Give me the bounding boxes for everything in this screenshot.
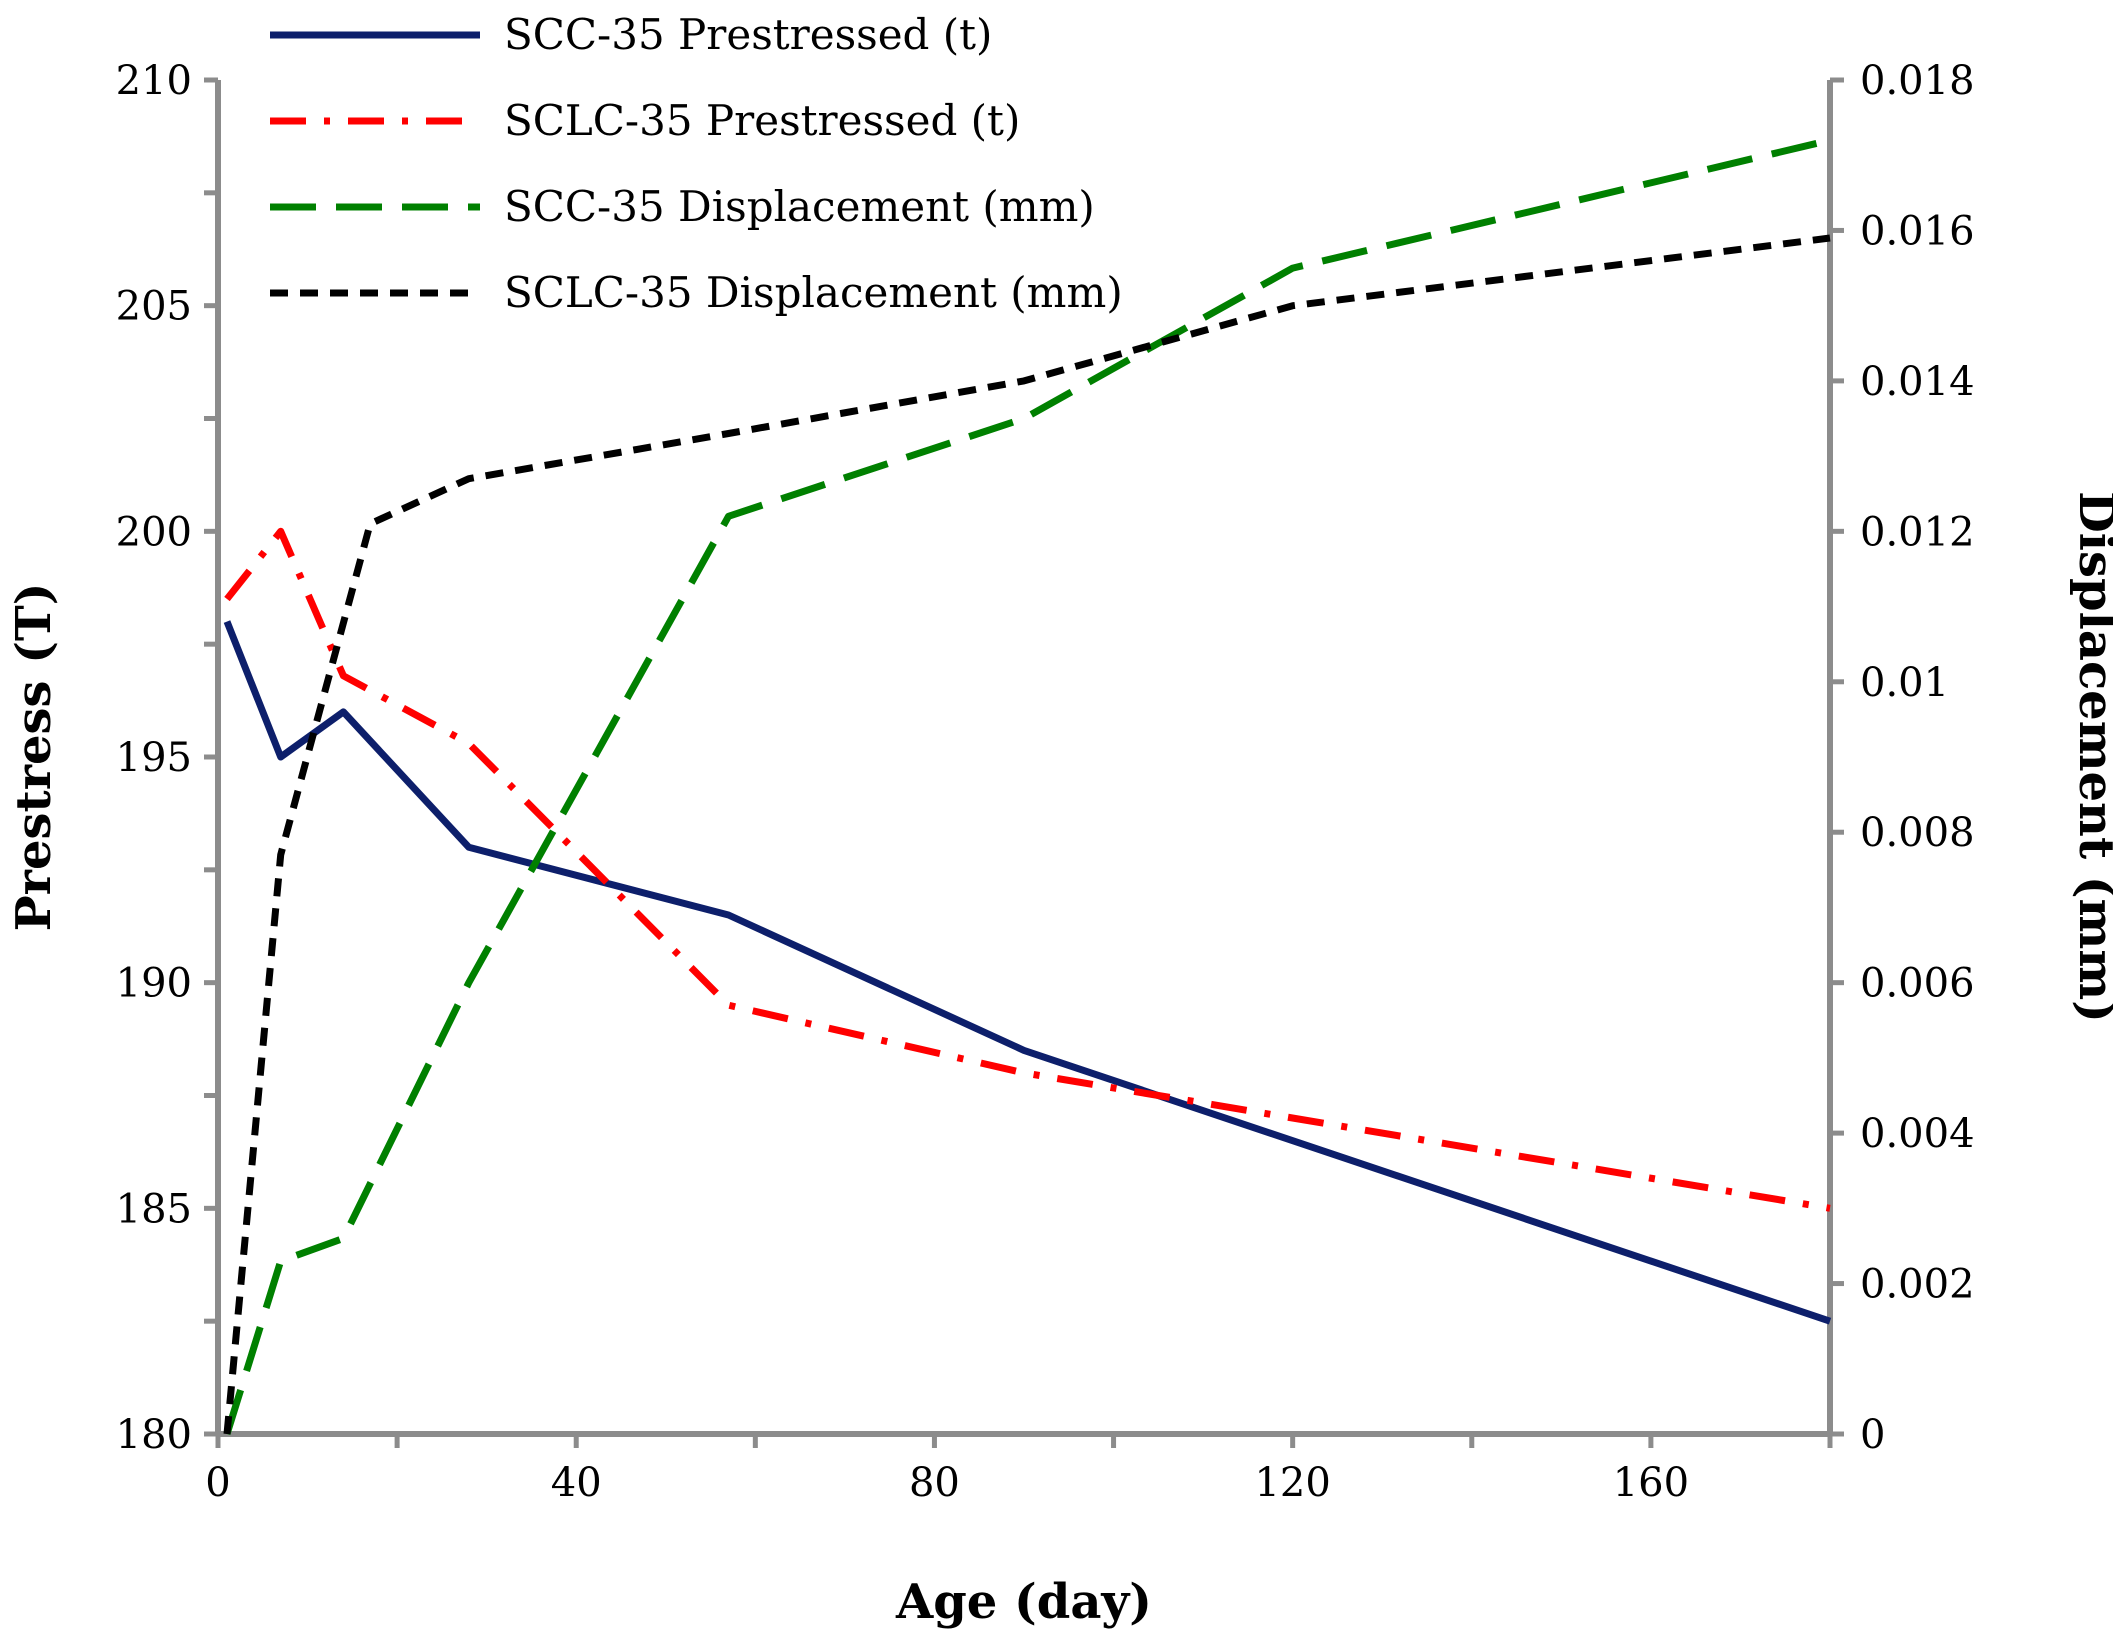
left-y-tick-label: 190 [116,961,192,1007]
x-tick-label: 160 [1613,1460,1689,1506]
right-y-tick-label: 0.012 [1860,509,1975,555]
series-layer [223,136,1832,1436]
right-y-tick-label: 0.006 [1860,961,1975,1007]
left-y-tick-label: 185 [116,1186,192,1232]
x-tick-label: 80 [909,1460,960,1506]
series-line-2 [224,527,1831,1212]
series-line-3 [223,136,1831,1436]
series-line-1 [223,620,1832,1325]
series-line-4 [223,234,1831,1435]
legend-label-1: SCC-35 Prestressed (t) [504,10,992,59]
y-axis-title: Prestress (T) [6,583,62,932]
right-y-tick-label: 0.01 [1860,660,1949,706]
legend: SCC-35 Prestressed (t) SCLC-35 Prestresse… [270,10,1123,317]
right-y-tick-label: 0.008 [1860,810,1975,856]
left-y-tick-label: 210 [116,58,192,104]
x-axis-title: Age (day) [895,1574,1152,1630]
left-y-tick-label: 205 [116,284,192,330]
left-y-tick-label: 180 [116,1412,192,1458]
x-tick-label: 0 [205,1460,230,1506]
tick-labels: 180 185 190 195 200 205 210 0 0.002 0.004 0.006 0.0… [116,58,1975,1506]
legend-label-2: SCLC-35 Prestressed (t) [504,96,1020,145]
legend-label-3: SCC-35 Displacement (mm) [504,182,1095,231]
x-tick-label: 40 [551,1460,602,1506]
right-y-tick-label: 0.018 [1860,58,1975,104]
x-tick-label: 120 [1254,1460,1330,1506]
right-y-tick-label: 0 [1860,1412,1885,1458]
y2-axis-title: Displacement (mm) [2068,491,2113,1023]
ticks [204,77,1844,1448]
legend-label-4: SCLC-35 Displacement (mm) [504,268,1123,317]
left-y-tick-label: 195 [116,735,192,781]
left-y-tick-label: 200 [116,509,192,555]
right-y-tick-label: 0.004 [1860,1111,1975,1157]
right-y-tick-label: 0.002 [1860,1262,1975,1308]
right-y-tick-label: 0.016 [1860,208,1975,254]
right-y-tick-label: 0.014 [1860,359,1975,405]
